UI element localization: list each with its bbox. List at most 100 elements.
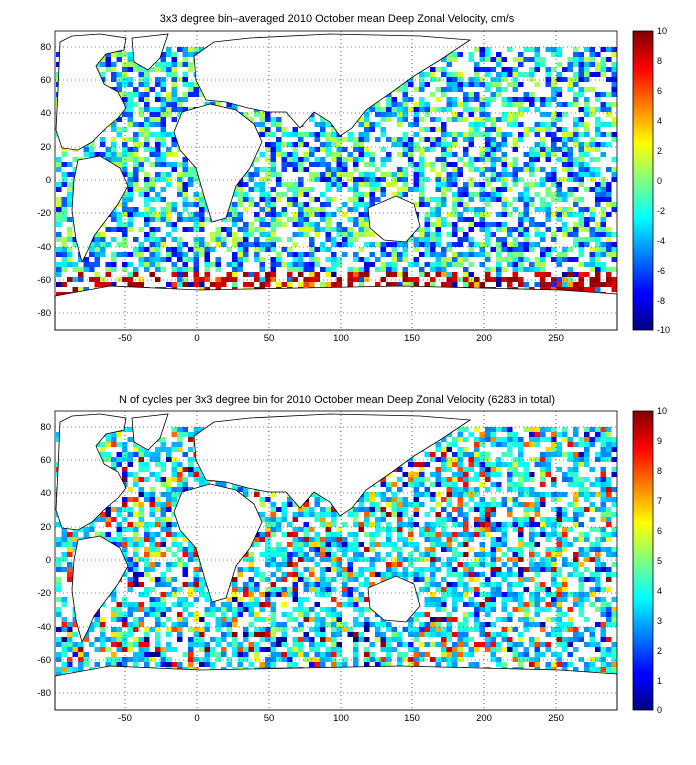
bin-cell	[595, 437, 601, 442]
bin-cell	[452, 252, 458, 257]
bin-cell	[254, 187, 260, 192]
bin-cell	[512, 177, 518, 182]
bin-cell	[479, 252, 485, 257]
bin-cell	[430, 472, 436, 477]
bin-cell	[193, 197, 199, 202]
bin-cell	[171, 532, 177, 537]
bin-cell	[540, 272, 546, 277]
bin-cell	[215, 262, 221, 267]
bin-cell	[309, 252, 315, 257]
bin-cell	[325, 142, 331, 147]
bin-cell	[551, 497, 557, 502]
bin-cell	[292, 232, 298, 237]
bin-cell	[127, 147, 133, 152]
bin-cell	[402, 82, 408, 87]
bin-cell	[468, 507, 474, 512]
bin-cell	[160, 137, 166, 142]
bin-cell	[507, 47, 513, 52]
bin-cell	[452, 162, 458, 167]
bin-cell	[67, 227, 73, 232]
bin-cell	[496, 157, 502, 162]
bin-cell	[155, 252, 161, 257]
bin-cell	[556, 102, 562, 107]
bin-cell	[545, 112, 551, 117]
bin-cell	[67, 162, 73, 167]
bin-cell	[446, 87, 452, 92]
chart-title-cycles: N of cycles per 3x3 degree bin for 2010 …	[119, 394, 555, 406]
bin-cell	[529, 432, 535, 437]
bin-cell	[413, 257, 419, 262]
bin-cell	[386, 282, 392, 287]
bin-cell	[512, 457, 518, 462]
bin-cell	[463, 532, 469, 537]
bin-cell	[578, 477, 584, 482]
bin-cell	[380, 262, 386, 267]
bin-cell	[611, 92, 617, 97]
bin-cell	[149, 232, 155, 237]
bin-cell	[562, 227, 568, 232]
bin-cell	[314, 212, 320, 217]
bin-cell	[56, 167, 62, 172]
bin-cell	[485, 277, 491, 282]
bin-cell	[611, 52, 617, 57]
bin-cell	[540, 62, 546, 67]
bin-cell	[578, 162, 584, 167]
bin-cell	[160, 132, 166, 137]
bin-cell	[529, 217, 535, 222]
bin-cell	[584, 492, 590, 497]
bin-cell	[177, 482, 183, 487]
bin-cell	[518, 267, 524, 272]
bin-cell	[160, 242, 166, 247]
bin-cell	[270, 242, 276, 247]
bin-cell	[402, 282, 408, 287]
bin-cell	[369, 522, 375, 527]
bin-cell	[485, 222, 491, 227]
bin-cell	[100, 517, 106, 522]
bin-cell	[589, 157, 595, 162]
bin-cell	[149, 512, 155, 517]
bin-cell	[600, 102, 606, 107]
bin-cell	[182, 107, 188, 112]
bin-cell	[298, 527, 304, 532]
bin-cell	[474, 242, 480, 247]
bin-cell	[133, 472, 139, 477]
bin-cell	[177, 162, 183, 167]
bin-cell	[551, 132, 557, 137]
bin-cell	[573, 282, 579, 287]
bin-cell	[507, 247, 513, 252]
colorbar-tick-label: -4	[657, 236, 665, 246]
bin-cell	[188, 52, 194, 57]
bin-cell	[336, 147, 342, 152]
bin-cell	[166, 47, 172, 52]
bin-cell	[578, 212, 584, 217]
bin-cell	[441, 157, 447, 162]
bin-cell	[160, 67, 166, 72]
bin-cell	[452, 137, 458, 142]
bin-cell	[595, 252, 601, 257]
bin-cell	[358, 502, 364, 507]
bin-cell	[138, 467, 144, 472]
bin-cell	[391, 267, 397, 272]
bin-cell	[430, 92, 436, 97]
bin-cell	[496, 482, 502, 487]
bin-cell	[507, 242, 513, 247]
bin-cell	[177, 487, 183, 492]
bin-cell	[259, 502, 265, 507]
bin-cell	[430, 277, 436, 282]
bin-cell	[518, 177, 524, 182]
bin-cell	[424, 107, 430, 112]
bin-cell	[567, 472, 573, 477]
bin-cell	[424, 487, 430, 492]
bin-cell	[606, 447, 612, 452]
bin-cell	[105, 457, 111, 462]
bin-cell	[215, 267, 221, 272]
bin-cell	[446, 172, 452, 177]
bin-cell	[567, 482, 573, 487]
bin-cell	[518, 532, 524, 537]
bin-cell	[573, 187, 579, 192]
bin-cell	[578, 122, 584, 127]
bin-cell	[490, 147, 496, 152]
bin-cell	[562, 277, 568, 282]
bin-cell	[226, 232, 232, 237]
bin-cell	[512, 147, 518, 152]
